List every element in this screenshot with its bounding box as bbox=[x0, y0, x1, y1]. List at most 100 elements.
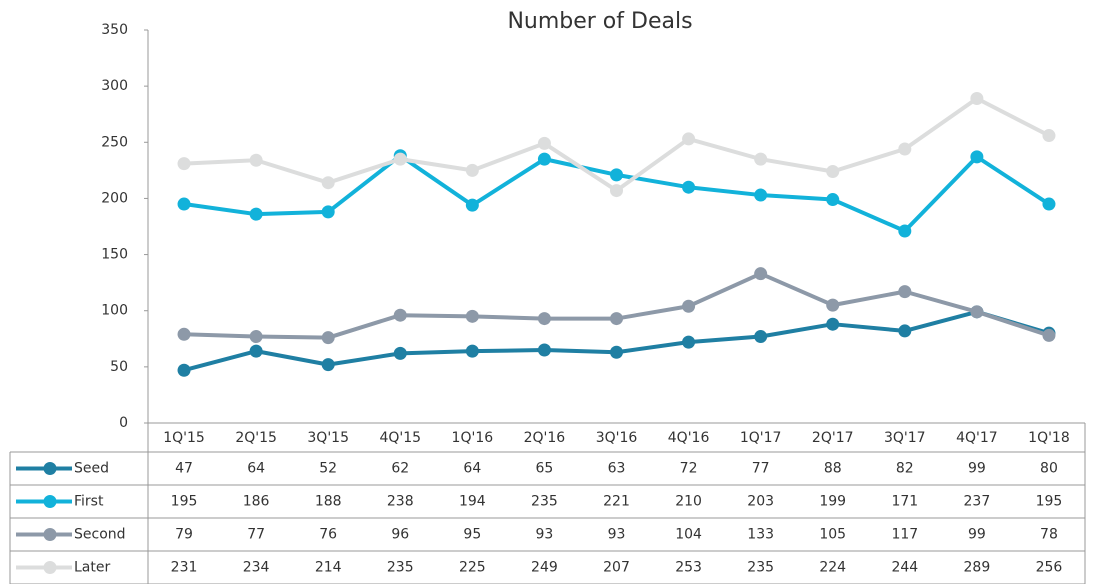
x-tick-label: 4Q'15 bbox=[379, 430, 421, 446]
y-tick-label: 300 bbox=[101, 78, 128, 94]
table-value: 194 bbox=[459, 494, 486, 510]
point bbox=[970, 91, 984, 105]
point bbox=[321, 176, 335, 190]
point bbox=[537, 136, 551, 150]
point bbox=[1042, 328, 1056, 342]
table-value: 80 bbox=[1040, 461, 1058, 477]
x-tick-label: 1Q'17 bbox=[740, 430, 782, 446]
x-tick-label: 1Q'16 bbox=[452, 430, 494, 446]
x-tick-label: 2Q'15 bbox=[235, 430, 277, 446]
table-value: 188 bbox=[315, 494, 342, 510]
table-value: 88 bbox=[824, 461, 842, 477]
point bbox=[465, 163, 479, 177]
table-value: 221 bbox=[603, 494, 630, 510]
x-tick-label: 3Q'17 bbox=[884, 430, 926, 446]
table-value: 82 bbox=[896, 461, 914, 477]
table-value: 171 bbox=[891, 494, 918, 510]
point bbox=[177, 363, 191, 377]
legend-label: Later bbox=[74, 560, 110, 576]
table-value: 186 bbox=[243, 494, 270, 510]
table-value: 62 bbox=[391, 461, 409, 477]
table-value: 225 bbox=[459, 560, 486, 576]
table-value: 235 bbox=[531, 494, 558, 510]
legend-label: Second bbox=[74, 527, 126, 543]
x-tick-label: 4Q'17 bbox=[956, 430, 998, 446]
table-value: 238 bbox=[387, 494, 414, 510]
table-value: 237 bbox=[964, 494, 991, 510]
legend-key bbox=[43, 528, 57, 541]
point bbox=[177, 327, 191, 341]
x-tick-label: 1Q'18 bbox=[1028, 430, 1070, 446]
table-value: 104 bbox=[675, 527, 702, 543]
table-value: 203 bbox=[747, 494, 774, 510]
x-tick-label: 3Q'16 bbox=[596, 430, 638, 446]
point bbox=[610, 345, 623, 359]
point bbox=[177, 197, 191, 211]
table-value: 99 bbox=[968, 527, 986, 543]
table-value: 244 bbox=[891, 560, 918, 576]
x-tick-label: 1Q'15 bbox=[163, 430, 205, 446]
point bbox=[177, 157, 191, 171]
table-value: 195 bbox=[1036, 494, 1063, 510]
point bbox=[537, 343, 551, 357]
table-value: 231 bbox=[171, 560, 198, 576]
point bbox=[249, 330, 263, 344]
legend-key bbox=[43, 462, 57, 475]
point bbox=[682, 299, 696, 313]
legend-label: Seed bbox=[74, 461, 109, 477]
y-tick-label: 0 bbox=[119, 415, 128, 431]
y-tick-label: 150 bbox=[101, 247, 128, 263]
table-value: 77 bbox=[247, 527, 265, 543]
chart-title: Number of Deals bbox=[507, 9, 692, 34]
point bbox=[826, 193, 840, 207]
point bbox=[465, 198, 479, 212]
point bbox=[249, 344, 263, 358]
point bbox=[1042, 197, 1056, 211]
table-value: 64 bbox=[463, 461, 481, 477]
table-value: 77 bbox=[752, 461, 770, 477]
point bbox=[754, 330, 768, 344]
point bbox=[321, 205, 335, 219]
point bbox=[826, 317, 840, 331]
table-value: 117 bbox=[891, 527, 918, 543]
point bbox=[754, 188, 768, 202]
point bbox=[393, 152, 407, 166]
table-value: 64 bbox=[247, 461, 265, 477]
x-tick-label: 2Q'17 bbox=[812, 430, 854, 446]
point bbox=[393, 346, 407, 360]
y-tick-label: 250 bbox=[101, 134, 128, 150]
table-value: 93 bbox=[536, 527, 554, 543]
table-value: 52 bbox=[319, 461, 337, 477]
point bbox=[682, 335, 696, 349]
point bbox=[465, 309, 479, 323]
table-value: 93 bbox=[608, 527, 626, 543]
point bbox=[1042, 129, 1056, 143]
table-value: 195 bbox=[171, 494, 198, 510]
table-value: 133 bbox=[747, 527, 774, 543]
table-value: 256 bbox=[1036, 560, 1063, 576]
point bbox=[537, 152, 551, 166]
table-value: 96 bbox=[391, 527, 409, 543]
point bbox=[393, 308, 407, 322]
point bbox=[249, 153, 263, 167]
y-tick-label: 100 bbox=[101, 303, 128, 319]
point bbox=[898, 224, 912, 238]
point bbox=[970, 150, 984, 164]
point bbox=[898, 142, 912, 156]
point bbox=[754, 152, 768, 166]
point bbox=[898, 324, 912, 338]
table-value: 105 bbox=[819, 527, 846, 543]
table-value: 214 bbox=[315, 560, 342, 576]
point bbox=[321, 331, 335, 345]
point bbox=[321, 358, 335, 372]
table-value: 76 bbox=[319, 527, 337, 543]
table-value: 63 bbox=[608, 461, 626, 477]
table-value: 235 bbox=[747, 560, 774, 576]
point bbox=[610, 312, 623, 326]
point bbox=[610, 184, 623, 198]
x-tick-label: 2Q'16 bbox=[524, 430, 566, 446]
legend-key bbox=[43, 561, 57, 574]
table-value: 249 bbox=[531, 560, 558, 576]
point bbox=[826, 164, 840, 178]
